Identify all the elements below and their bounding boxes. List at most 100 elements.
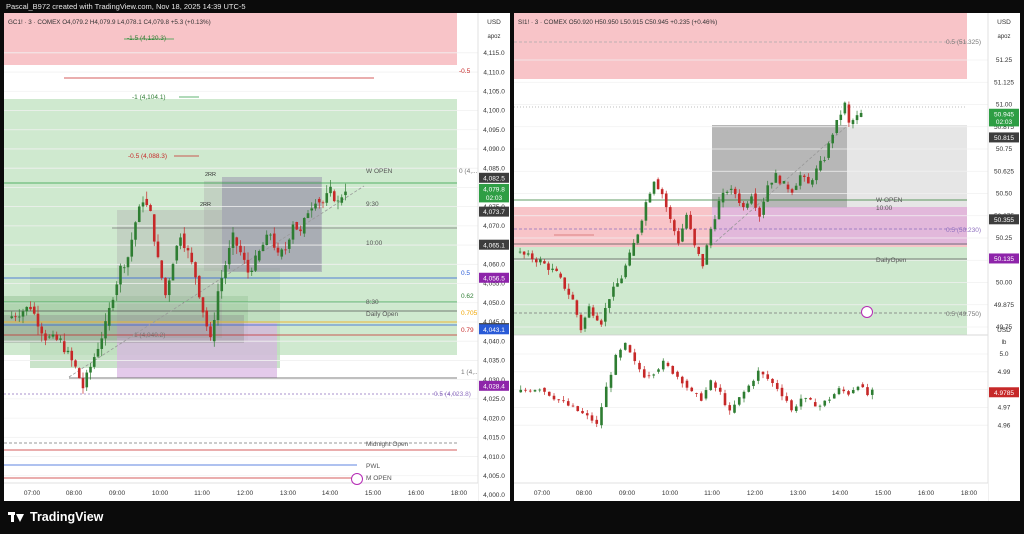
silver-candle-body bbox=[644, 202, 648, 221]
ratio-candle-body bbox=[585, 413, 589, 416]
silver-candle-body bbox=[664, 193, 668, 208]
gold-candle-body bbox=[59, 338, 62, 340]
gold-chart-panel[interactable]: -1.5 (4,120.3) -0.5 -1 (4,104.1) -0.5 (4,08… bbox=[4, 13, 510, 501]
ratio-candle-body bbox=[818, 405, 822, 407]
silver-candle-body bbox=[652, 181, 656, 194]
gold-chart-svg[interactable]: -1.5 (4,120.3) -0.5 -1 (4,104.1) -0.5 (4,08… bbox=[4, 13, 510, 501]
level-label: 1 (4,... bbox=[461, 369, 480, 376]
lightning-icon bbox=[861, 306, 873, 318]
ratio-candle-body bbox=[799, 398, 803, 407]
tradingview-logo[interactable]: TradingView bbox=[8, 510, 103, 524]
level-label: 1 (4,040.2) bbox=[134, 332, 165, 339]
gold-candle-body bbox=[149, 205, 152, 212]
lower-tick-label: 4.97 bbox=[998, 405, 1011, 412]
silver-candle-body bbox=[725, 191, 729, 193]
ratio-candle-body bbox=[870, 389, 874, 395]
silver-candle-body bbox=[526, 253, 530, 255]
gold-candle-body bbox=[314, 203, 317, 209]
silver-candle-body bbox=[782, 181, 786, 184]
ratio-candle-body bbox=[847, 391, 850, 395]
price-tick-label: 4,055.0 bbox=[483, 281, 505, 288]
gold-candle-body bbox=[104, 321, 107, 339]
level-label: DailyOpen bbox=[876, 257, 907, 264]
silver-candle-body bbox=[847, 104, 851, 123]
silver-candle-body bbox=[551, 268, 554, 270]
time-tick-label: 08:00 bbox=[576, 490, 593, 497]
ratio-candle-body bbox=[733, 404, 736, 413]
price-tick-label: 51.125 bbox=[994, 79, 1014, 86]
silver-chart-panel[interactable]: 0.5 (51.325) W OPEN 10:00 0.5 (50.230) Daily… bbox=[514, 13, 1020, 501]
ratio-candle-body bbox=[680, 376, 684, 384]
ratio-candle-body bbox=[780, 387, 784, 397]
ratio-candle-body bbox=[571, 405, 575, 407]
ratio-candle-body bbox=[752, 380, 755, 387]
ratio-candle-body bbox=[837, 388, 841, 395]
ratio-candle-body bbox=[600, 407, 603, 426]
tradingview-logo-icon bbox=[8, 512, 25, 522]
lower-pane-bg bbox=[514, 336, 988, 483]
ratio-candle-body bbox=[737, 397, 741, 405]
ratio-candle-body bbox=[633, 352, 637, 362]
gold-candle-body bbox=[122, 267, 126, 269]
gold-candle-body bbox=[85, 372, 89, 388]
silver-candle-body bbox=[798, 175, 802, 186]
silver-candle-body bbox=[701, 253, 705, 267]
time-tick-label: 15:00 bbox=[365, 490, 382, 497]
gold-candle-body bbox=[321, 202, 325, 204]
lower-tick-label: 4.96 bbox=[998, 422, 1011, 429]
silver-candle-body bbox=[802, 175, 806, 177]
level-label: 0.5 (49.750) bbox=[946, 311, 981, 318]
level-label: -1 (4,104.1) bbox=[132, 94, 166, 101]
silver-candle-body bbox=[628, 252, 631, 266]
currency-label: USD bbox=[487, 19, 501, 26]
ratio-candle-body bbox=[828, 399, 831, 401]
gold-candle-body bbox=[119, 265, 122, 285]
price-tick-label: 4,070.0 bbox=[483, 223, 505, 230]
lower-tick-label: 5.0 bbox=[999, 351, 1008, 358]
silver-candle-body bbox=[624, 265, 627, 278]
price-tick-label: 51.25 bbox=[996, 57, 1013, 64]
silver-candle-body bbox=[530, 253, 534, 260]
gold-candle-body bbox=[317, 198, 321, 203]
price-badge-bg bbox=[989, 253, 1019, 264]
level-label: 0.62 bbox=[461, 293, 474, 300]
ratio-candle-body bbox=[771, 378, 774, 384]
ratio-candle-body bbox=[842, 389, 846, 392]
silver-candle-body bbox=[746, 203, 749, 208]
time-tick-label: 09:00 bbox=[619, 490, 636, 497]
gold-candle-body bbox=[332, 191, 336, 202]
silver-candle-body bbox=[831, 134, 834, 144]
premium-zone bbox=[514, 13, 967, 79]
gold-candle-body bbox=[194, 262, 197, 278]
gold-candle-body bbox=[190, 252, 194, 263]
silver-candle-body bbox=[762, 201, 765, 215]
price-tick-label: 4,040.0 bbox=[483, 338, 505, 345]
gold-candle-body bbox=[89, 366, 92, 373]
silver-candle-body bbox=[567, 288, 571, 295]
price-badge-bg bbox=[989, 116, 1019, 127]
silver-candle-body bbox=[668, 207, 672, 219]
price-axis bbox=[478, 13, 510, 501]
gold-candle-body bbox=[70, 350, 74, 361]
time-tick-label: 14:00 bbox=[322, 490, 339, 497]
silver-candle-body bbox=[750, 196, 753, 204]
gold-candle-body bbox=[134, 222, 137, 240]
gold-candle-body bbox=[74, 360, 77, 367]
gold-candle-body bbox=[179, 237, 182, 246]
lower-tick-label: 4.99 bbox=[998, 369, 1011, 376]
ratio-candle-body bbox=[557, 399, 561, 401]
ratio-candle-body bbox=[794, 406, 798, 411]
price-badge: 4,043.1 bbox=[483, 327, 505, 334]
gold-candle-body bbox=[299, 229, 302, 232]
ratio-candle-body bbox=[661, 360, 665, 370]
gold-candle-body bbox=[25, 306, 29, 312]
ratio-candle-body bbox=[666, 362, 670, 366]
gold-candle-body bbox=[17, 316, 21, 318]
gold-candle-body bbox=[291, 224, 295, 240]
level-label: 0.705 bbox=[461, 310, 478, 317]
time-tick-label: 18:00 bbox=[961, 490, 978, 497]
price-badge: 50.945 bbox=[994, 111, 1014, 118]
silver-candle-body bbox=[786, 184, 790, 190]
ratio-candle-body bbox=[723, 393, 727, 406]
